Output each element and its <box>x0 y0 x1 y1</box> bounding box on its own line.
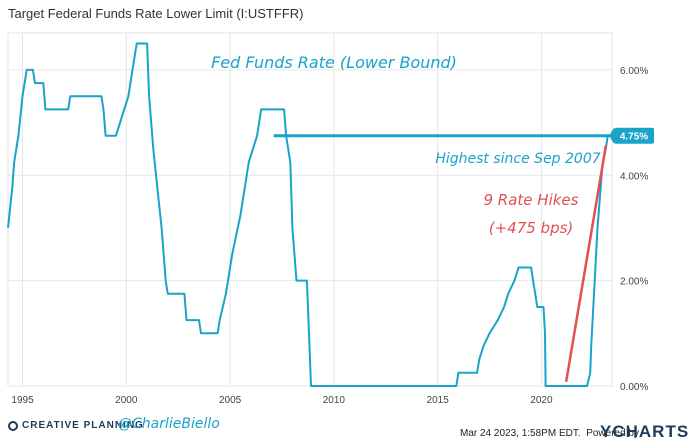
x-tick-label: 1995 <box>11 395 34 406</box>
x-tick-label: 2015 <box>427 395 450 406</box>
y-tick-label: 0.00% <box>620 382 648 393</box>
x-axis: 1995 2000 2005 2010 2015 2020 <box>11 395 553 406</box>
annotation-highest: Highest since Sep 2007 <box>435 151 600 167</box>
fed-funds-chart: 1995 2000 2005 2010 2015 2020 0.00% 2.00% 4.00%… <box>7 32 654 406</box>
x-tick-label: 2020 <box>530 395 553 406</box>
last-value-badge <box>614 127 654 144</box>
twitter-handle: @CharlieBiello <box>118 416 220 432</box>
x-tick-label: 2010 <box>323 395 346 406</box>
annotations: 4.75% Fed Funds Rate (Lower Bound) Highest… <box>211 53 654 382</box>
y-tick-label: 6.00% <box>620 66 648 77</box>
powered-by: Powered by <box>586 428 639 439</box>
annotation-hikes: 9 Rate Hikes <box>484 191 579 209</box>
series-group <box>7 42 610 387</box>
badge-pointer <box>609 127 614 144</box>
brand-icon <box>8 421 18 431</box>
x-tick-label: 2000 <box>115 395 138 406</box>
timestamp-text: Mar 24 2023, 1:58PM EDT. <box>460 428 581 439</box>
creative-planning-logo: CREATIVE PLANNING <box>8 420 144 431</box>
y-axis: 0.00% 2.00% 4.00% 6.00% <box>620 66 648 393</box>
plot-frame <box>7 32 613 387</box>
timestamp: Mar 24 2023, 1:58PM EDT. Powered by <box>460 428 639 439</box>
brand-text: CREATIVE PLANNING <box>22 420 144 431</box>
x-tick-label: 2005 <box>219 395 242 406</box>
last-value-label: 4.75% <box>620 132 648 143</box>
rate-hike-trend-line <box>565 145 608 382</box>
grid-lines <box>7 32 613 387</box>
y-tick-label: 4.00% <box>620 171 648 182</box>
annotation-bps: (+475 bps) <box>489 219 574 237</box>
y-tick-label: 2.00% <box>620 277 648 288</box>
series-line <box>7 42 610 387</box>
annotation-title: Fed Funds Rate (Lower Bound) <box>211 53 457 72</box>
ycharts-logo: YCHARTS <box>600 422 690 441</box>
chart-title: Target Federal Funds Rate Lower Limit (I… <box>8 6 304 21</box>
footer: CREATIVE PLANNING @CharlieBiello Mar 24 … <box>0 414 690 445</box>
